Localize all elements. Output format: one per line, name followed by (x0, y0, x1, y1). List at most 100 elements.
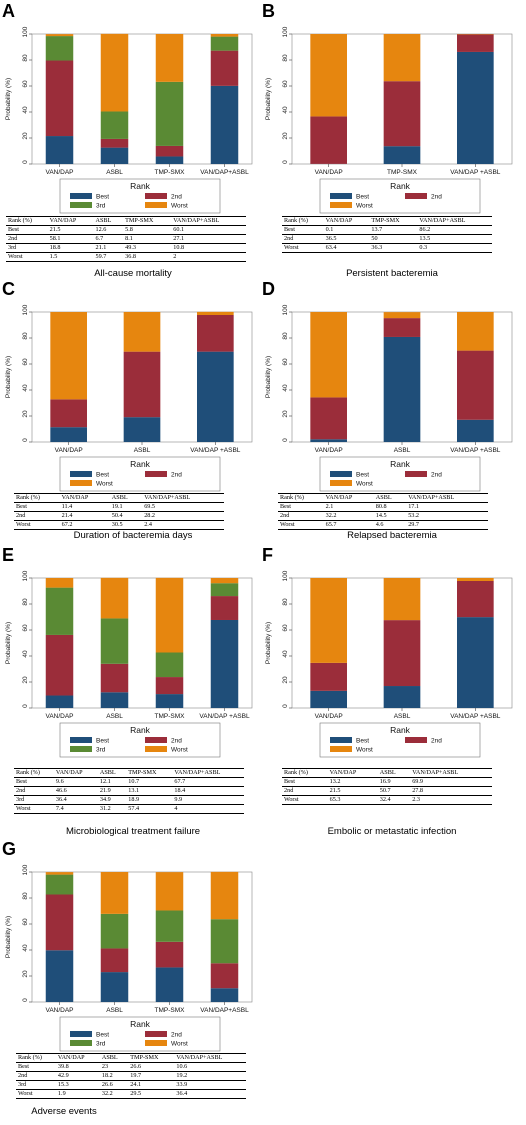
legend-label: Best (96, 472, 109, 479)
bar-segment-2nd (383, 81, 421, 147)
table-cell: Best (16, 503, 28, 510)
bar-segment-worst (457, 312, 494, 351)
bar-segment-worst (310, 34, 347, 117)
bar-segment-2nd (210, 50, 239, 86)
bar-segment-2nd (210, 596, 239, 620)
table-row: 2nd 36.5 50 13.5 (282, 235, 492, 244)
table-cell: Best (284, 226, 296, 233)
column-header: Rank (%) (18, 1054, 42, 1061)
bar-segment-3rd (45, 587, 74, 635)
x-tick-label: TMP-SMX (155, 713, 186, 720)
table-cell: 36.4 (176, 1090, 188, 1097)
table-row: 2nd 21.5 50.7 27.8 (282, 787, 492, 796)
x-tick-label: ASBL (106, 1007, 123, 1014)
table-cell: 49.3 (125, 244, 136, 251)
table-cell: 69.9 (412, 778, 424, 785)
table-cell: 2.1 (325, 503, 334, 510)
legend-key-best (330, 737, 352, 743)
y-axis-title: Probability (%) (5, 78, 12, 120)
bar-segment-worst (155, 577, 184, 653)
legend-label: Best (96, 1032, 109, 1039)
table-cell: 13.7 (371, 226, 383, 233)
bar-segment-3rd (155, 81, 184, 146)
table-cell: 18.2 (101, 1072, 113, 1079)
table-row: 2nd 42.9 18.2 19.7 19.2 (16, 1072, 246, 1081)
bar-segment-best (210, 988, 239, 1002)
column-header: Rank (%) (16, 494, 40, 501)
table-cell: 60.1 (173, 226, 185, 233)
table-row: Best 13.2 16.9 69.9 (282, 778, 492, 787)
legend-title: Rank (130, 1019, 151, 1029)
column-header: VAN/DAP (325, 217, 353, 224)
table-cell: 2nd (8, 235, 18, 242)
y-tick-label: 60 (22, 624, 29, 632)
bar-segment-best (45, 950, 74, 1002)
table-cell: 29.5 (130, 1090, 142, 1097)
panel-caption: Relapsed bacteremia (347, 530, 437, 541)
bar-segment-worst (50, 312, 87, 400)
table-cell: 7.4 (55, 805, 64, 812)
table-cell: 2nd (284, 235, 294, 242)
legend-label: Best (356, 194, 369, 201)
bar-segment-2nd (45, 634, 74, 696)
legend-key-2nd (145, 193, 167, 199)
y-tick-label: 40 (282, 650, 289, 658)
y-tick-label: 20 (22, 132, 29, 140)
bar-segment-worst (383, 312, 421, 319)
column-header: VAN/DAP (61, 494, 89, 501)
table-cell: 26.6 (130, 1063, 142, 1070)
stacked-bar-chart: 0 20 40 60 80 100 Probability (%) VAN/DAP ASBL TM… (5, 570, 253, 758)
bar-segment-best (310, 439, 347, 442)
legend-label: Worst (356, 203, 373, 210)
legend-title: Rank (130, 459, 151, 469)
y-axis-title: Probability (%) (265, 356, 272, 398)
legend-key-3rd (70, 202, 92, 208)
column-header: Rank (%) (284, 217, 308, 224)
table-cell: 50.7 (379, 787, 391, 794)
bar-segment-best (45, 695, 74, 708)
rank-table: Rank (%) VAN/DAP ASBL VAN/DAP+ASBL Best 11.4 1… (14, 493, 224, 530)
legend-label: 2nd (431, 472, 442, 479)
table-cell: 80.8 (375, 503, 387, 510)
legend-key-best (70, 1031, 92, 1037)
legend-key-2nd (145, 471, 167, 477)
table-cell: Best (280, 503, 292, 510)
table-cell: Worst (16, 521, 31, 528)
table-row: Best 21.5 12.6 5.8 60.1 (6, 226, 246, 235)
column-header: ASBL (379, 769, 396, 776)
y-tick-label: 0 (22, 160, 29, 164)
y-tick-label: 40 (22, 384, 29, 392)
bar-segment-best (210, 619, 239, 708)
table-cell: 32.2 (325, 512, 337, 519)
table-cell: 58.1 (49, 235, 61, 242)
legend-key-worst (330, 202, 352, 208)
table-row: Best 9.6 12.1 10.7 67.7 (14, 778, 244, 787)
x-tick-label: VAN/DAP (45, 1007, 73, 1014)
table-header-row: Rank (%) VAN/DAP ASBL TMP-SMX VAN/DAP+ASBL (6, 216, 246, 226)
legend-label: Worst (171, 203, 188, 210)
rank-table: Rank (%) VAN/DAP ASBL TMP-SMX VAN/DAP+ASBL Be… (6, 216, 246, 262)
legend-label: Worst (171, 747, 188, 754)
table-cell: 8.1 (125, 235, 133, 242)
table-cell: 5.8 (125, 226, 133, 233)
column-header: TMP-SMX (125, 217, 154, 224)
table-cell: Worst (284, 244, 299, 251)
legend-label: 2nd (431, 194, 442, 201)
bar-segment-best (155, 694, 184, 708)
table-cell: 50 (371, 235, 378, 242)
bar-segment-2nd (210, 963, 239, 989)
panel-caption: Persistent bacteremia (346, 268, 438, 279)
legend-key-best (70, 471, 92, 477)
table-cell: 27.1 (173, 235, 185, 242)
bar-segment-2nd (383, 318, 421, 337)
bar-segment-best (155, 967, 184, 1002)
table-cell: 1.9 (57, 1090, 66, 1097)
bar-segment-2nd (100, 948, 129, 973)
table-cell: 57.4 (128, 805, 140, 812)
table-cell: 31.2 (99, 805, 111, 812)
bar-segment-2nd (310, 397, 347, 440)
table-cell: 21.5 (49, 226, 61, 233)
bar-segment-best (100, 692, 129, 708)
table-cell: 0.1 (325, 226, 334, 233)
bar-segment-worst (210, 871, 239, 920)
